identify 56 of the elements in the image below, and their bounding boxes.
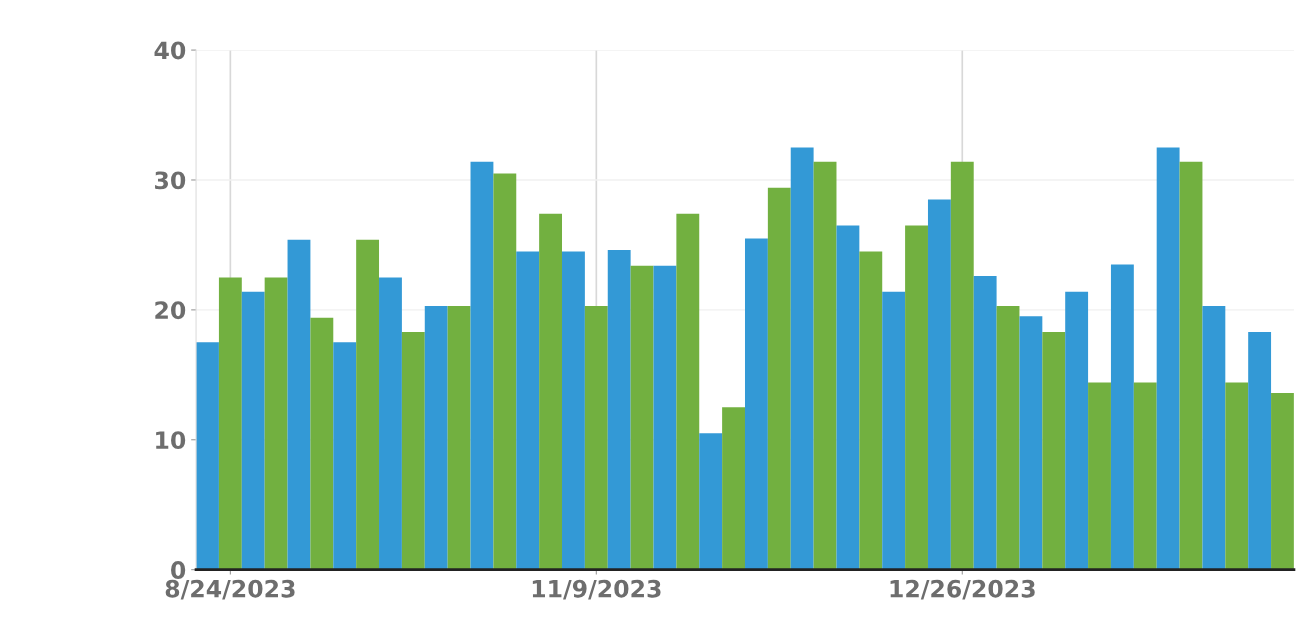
y-tick-label: 30 [155, 171, 186, 190]
bar [516, 251, 540, 570]
bar [630, 265, 654, 570]
bar [950, 161, 974, 570]
bar [676, 213, 700, 570]
y-tick-label: 0 [171, 561, 186, 579]
bar [447, 305, 471, 570]
bar [470, 161, 494, 570]
bar [196, 342, 219, 570]
bar [699, 433, 723, 570]
bar [790, 147, 814, 570]
bar [356, 239, 380, 570]
bar [218, 277, 242, 570]
bar [722, 407, 745, 570]
y-tick-label: 20 [155, 301, 186, 320]
bar [744, 238, 768, 570]
bar [973, 276, 997, 570]
bar [859, 251, 883, 570]
bar [1133, 382, 1157, 570]
bar [333, 342, 357, 570]
bar [1019, 316, 1043, 570]
bar [379, 277, 402, 570]
bar [905, 225, 928, 570]
bar [927, 199, 951, 570]
bar [996, 305, 1020, 570]
bar [1110, 264, 1134, 570]
y-tick-label: 10 [156, 431, 186, 450]
bar [493, 173, 517, 570]
bar [401, 331, 425, 570]
bar [1202, 305, 1226, 570]
bar [539, 213, 563, 570]
bar [264, 277, 288, 570]
bar [653, 265, 677, 570]
bar [584, 305, 608, 570]
bar [1042, 331, 1066, 570]
bar [1179, 161, 1203, 570]
x-tick-label: 8/24/2023 [165, 579, 295, 600]
bar [1248, 331, 1272, 570]
bar [1156, 147, 1180, 570]
bar [1271, 393, 1294, 570]
bar [607, 250, 631, 570]
bar [882, 291, 906, 570]
bar [241, 291, 265, 570]
y-tick-label: 40 [154, 41, 186, 60]
bar [287, 239, 311, 570]
bar [836, 225, 860, 570]
bar [1225, 382, 1249, 570]
bar [424, 305, 448, 570]
x-tick-label: 12/26/2023 [890, 579, 1035, 600]
bar [310, 317, 334, 570]
bar [1065, 291, 1089, 570]
bar [813, 161, 837, 570]
bar [562, 251, 585, 570]
x-tick-label: 11/9/2023 [532, 579, 661, 600]
bar [1088, 382, 1111, 570]
bar [767, 187, 791, 570]
